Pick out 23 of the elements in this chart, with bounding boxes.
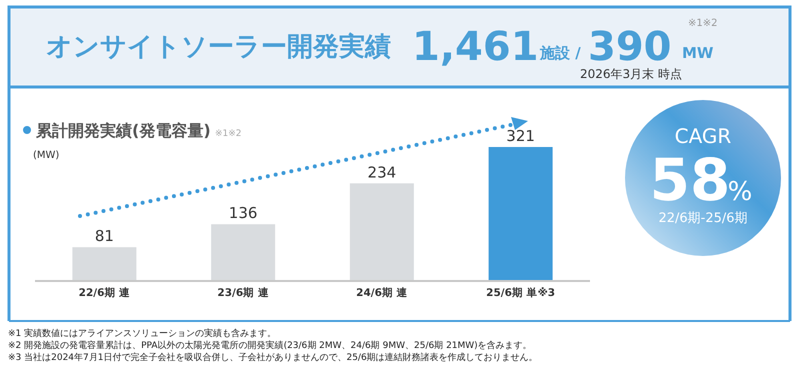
data-label: 321 bbox=[506, 127, 535, 145]
data-label: 136 bbox=[228, 204, 258, 222]
x-tick-label: 25/6期 単※3 bbox=[486, 286, 556, 299]
text: CAGR bbox=[674, 124, 732, 148]
text: 22/6期-25/6期 bbox=[658, 211, 748, 226]
text: % bbox=[728, 177, 752, 207]
text: ※1 実績数値にはアライアンスソリューションの実績も含みます。 bbox=[8, 328, 276, 339]
data-label: 234 bbox=[368, 163, 396, 182]
chart-title: 累計開発実績(発電容量) bbox=[35, 121, 211, 140]
text: ※1※2 bbox=[215, 129, 242, 139]
text: ※3 当社は2024年7月1日付で完全子会社を吸収合併し、子会社がありませんので、25/6期は連結財務諸表を作成しておりません。 bbox=[8, 352, 538, 363]
x-tick-label: 22/6期 連 bbox=[78, 286, 132, 299]
data-label: 81 bbox=[94, 227, 114, 246]
text: 2026年3月末 時点 bbox=[580, 67, 682, 81]
text: オンサイトソーラー開発実績 bbox=[46, 32, 391, 62]
text: MW bbox=[682, 44, 714, 62]
x-tick-label: 24/6期 連 bbox=[356, 286, 409, 299]
text: 施設 / bbox=[539, 44, 582, 62]
x-tick-label: 23/6期 連 bbox=[217, 286, 270, 299]
text: ※2 開発施設の発電容量累計は、PPA以外の太陽光発電所の開発実績(23/6期 2MW、24/6期 9MW、25/6期 21MW)を含みます。 bbox=[8, 340, 532, 351]
text: ※1※2 bbox=[688, 18, 718, 29]
y-axis-title: (MW) bbox=[33, 150, 60, 161]
text: 1,461 bbox=[412, 24, 539, 70]
